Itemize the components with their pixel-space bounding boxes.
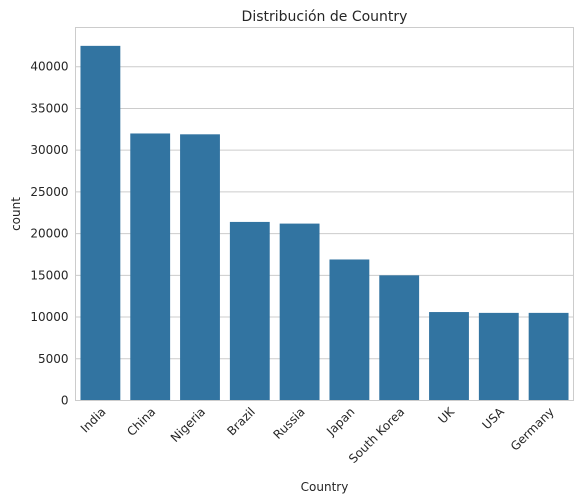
y-tick-labels: 0 5000 10000 15000 20000 25000 30000 35000 40000 [30, 60, 68, 408]
x-axis-label: Country [301, 480, 349, 494]
x-tick-label: Germany [508, 405, 557, 454]
y-tick-label: 0 [61, 394, 69, 408]
x-tick-label: USA [479, 404, 507, 432]
x-tick-label: Brazil [224, 405, 258, 439]
bar-china [130, 133, 170, 400]
y-tick-label: 5000 [38, 352, 69, 366]
y-tick-label: 35000 [30, 101, 68, 115]
x-tick-label: India [78, 405, 109, 436]
bar-usa [479, 313, 519, 401]
bar-japan [329, 259, 369, 400]
bar-nigeria [180, 134, 220, 400]
bar-russia [280, 224, 320, 401]
y-tick-label: 15000 [30, 268, 68, 282]
y-tick-label: 40000 [30, 60, 68, 74]
x-tick-label: Japan [323, 405, 357, 439]
bar-uk [429, 312, 469, 400]
x-tick-label: UK [435, 404, 457, 426]
y-tick-label: 30000 [30, 143, 68, 157]
x-tick-label: Nigeria [168, 405, 208, 445]
x-tick-label: Russia [271, 405, 308, 442]
x-tick-label: China [124, 405, 158, 439]
chart-title: Distribución de Country [242, 9, 408, 25]
y-tick-label: 20000 [30, 227, 68, 241]
y-axis-label: count [9, 197, 23, 231]
y-tick-label: 10000 [30, 310, 68, 324]
y-tick-label: 25000 [30, 185, 68, 199]
bars [80, 46, 568, 401]
bar-brazil [230, 222, 270, 401]
x-tick-labels: India China Nigeria Brazil Russia JapanSouth … [78, 404, 557, 466]
bar-india [80, 46, 120, 401]
bar-germany [529, 313, 569, 401]
bar-south-korea [379, 275, 419, 400]
